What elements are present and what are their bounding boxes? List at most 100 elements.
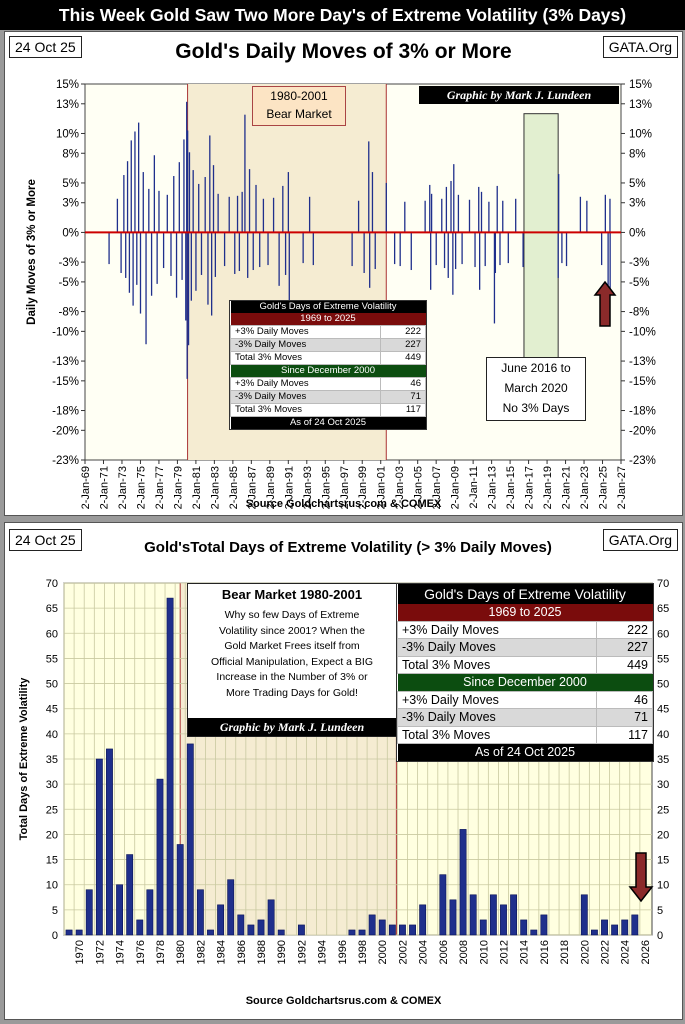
daily-move-bar	[484, 232, 486, 267]
year-bar	[186, 743, 194, 936]
y-tick-label: -3%	[59, 257, 79, 269]
year-bar	[106, 748, 113, 936]
table-row-label: +3% Daily Moves	[397, 690, 597, 709]
note-line-3: No 3% Days	[502, 401, 570, 415]
x-tick-label: 1996	[337, 940, 349, 964]
daily-move-bar	[410, 232, 412, 271]
y-tick-label: 13%	[56, 99, 79, 111]
daily-move-bar	[479, 232, 481, 290]
daily-move-bar	[134, 131, 136, 233]
daily-move-bar	[452, 232, 454, 295]
y-tick-label-right: -8%	[629, 307, 649, 319]
y-tick-label: -13%	[52, 356, 79, 368]
year-bar	[601, 919, 608, 936]
x-tick-label: 2-Jan-13	[487, 466, 499, 509]
x-tick-label: 2-Jan-25	[598, 466, 610, 509]
daily-move-bar	[607, 232, 609, 294]
table-row-value: 46	[379, 377, 427, 391]
x-tick-label: 2008	[458, 940, 470, 964]
year-bar	[409, 924, 416, 936]
daily-move-bar	[374, 232, 376, 270]
x-tick-label: 1992	[296, 940, 308, 964]
daily-move-bar	[175, 232, 178, 298]
daily-move-bar	[214, 232, 217, 277]
x-tick-label: 2-Jan-71	[98, 466, 110, 509]
daily-move-bar	[424, 200, 426, 233]
y-tick-label: -15%	[52, 376, 79, 388]
daily-move-bar	[150, 232, 153, 296]
x-tick-label: 2-Jan-91	[283, 466, 295, 509]
x-tick-label: 2-Jan-87	[246, 466, 258, 509]
y-tick-label-right: 3%	[629, 198, 646, 210]
daily-move-bar	[173, 176, 175, 233]
x-tick-label: 2010	[478, 940, 490, 964]
year-bar	[510, 894, 518, 936]
bear-market-years: 1980-2001	[270, 89, 328, 103]
x-tick-label: 2-Jan-79	[172, 466, 184, 509]
y-tick-label-right: 10%	[629, 128, 652, 140]
daily-moves-panel: 24 Oct 25 GATA.Org Gold's Daily Moves of…	[4, 31, 683, 516]
daily-move-bar	[454, 232, 457, 270]
x-tick-label: 2000	[377, 940, 389, 964]
table-row-label: -3% Daily Moves	[230, 338, 381, 352]
x-tick-label: 1994	[317, 940, 329, 964]
x-tick-label: 2-Jan-23	[579, 466, 591, 509]
year-bar	[267, 899, 275, 936]
daily-move-bar	[604, 194, 606, 233]
daily-move-bar	[234, 232, 236, 274]
daily-move-bar	[241, 191, 243, 233]
table-row-value: 117	[595, 725, 654, 744]
table-row-value: 71	[595, 708, 654, 727]
x-tick-label: 2-Jan-09	[450, 466, 462, 509]
volatility-table-large: Gold's Days of Extreme Volatility 1969 t…	[396, 583, 654, 762]
table-row-value: 449	[595, 655, 654, 674]
down-arrow	[628, 852, 654, 903]
daily-move-bar	[153, 155, 156, 233]
source-note: Source Goldchartsrus.com & COMEX	[245, 995, 442, 1007]
y-tick-label-right: 60	[657, 628, 669, 640]
year-bar	[146, 889, 154, 936]
x-tick-label: 2-Jan-73	[117, 466, 129, 509]
y-tick-label: 55	[46, 653, 58, 665]
year-bar	[126, 854, 134, 936]
note-line: Increase in the Number of 3% or	[216, 671, 368, 683]
x-tick-label: 2-Jan-69	[80, 466, 92, 509]
x-tick-label: 2014	[519, 940, 531, 964]
y-tick-label-right: -18%	[629, 406, 656, 418]
daily-move-bar	[461, 232, 463, 265]
daily-move-bar	[244, 114, 246, 233]
year-bar	[85, 889, 93, 936]
daily-move-bar	[453, 164, 455, 233]
volatility-table-small: Gold's Days of Extreme Volatility 1969 t…	[229, 300, 427, 430]
year-bar	[530, 929, 538, 936]
daily-move-bar	[565, 232, 568, 267]
bear-market-label: 1980-2001 Bear Market	[252, 86, 346, 126]
year-bar	[196, 889, 204, 936]
daily-move-bar	[357, 200, 360, 233]
y-tick-label-right: -13%	[629, 356, 656, 368]
year-bar	[469, 894, 477, 936]
table-title: Gold's Days of Extreme Volatility	[397, 584, 653, 604]
table-row-value: 71	[379, 390, 427, 404]
daily-move-bar	[108, 232, 110, 265]
no-volatility-period	[523, 113, 559, 372]
x-tick-label: 2-Jan-03	[394, 466, 406, 509]
daily-move-bar	[123, 175, 125, 233]
y-tick-label: 20	[46, 829, 58, 841]
y-tick-label: 5	[52, 905, 58, 917]
y-tick-label: 0	[52, 930, 58, 942]
daily-move-bar	[493, 232, 496, 324]
daily-move-bar	[186, 101, 188, 233]
x-tick-label: 1980	[175, 940, 187, 964]
year-bar	[368, 914, 376, 936]
x-tick-label: 2020	[579, 940, 591, 964]
x-tick-label: 1986	[236, 940, 248, 964]
year-bar	[95, 758, 103, 936]
daily-move-bar	[600, 232, 603, 266]
daily-move-bar	[217, 193, 219, 233]
table-title: Gold's Days of Extreme Volatility	[230, 301, 426, 313]
y-tick-label-right: -15%	[629, 376, 656, 388]
note-line-1: June 2016 to	[501, 361, 571, 375]
daily-move-bar	[272, 197, 275, 233]
